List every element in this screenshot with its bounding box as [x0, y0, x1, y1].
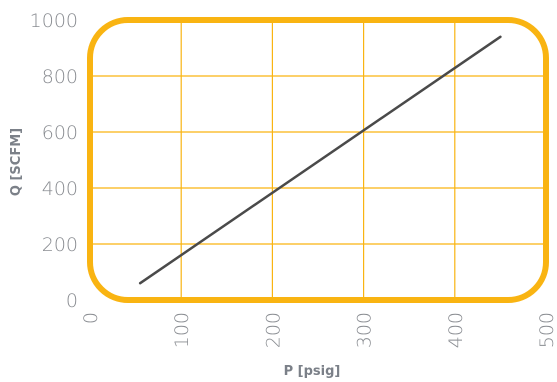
y-tick-label: 400: [42, 178, 78, 200]
x-tick-label: 500: [536, 312, 557, 348]
x-tick-label: 0: [80, 312, 102, 324]
x-axis-label: P [psig]: [284, 364, 341, 379]
x-tick-label: 100: [171, 312, 193, 348]
y-tick-label: 600: [42, 122, 78, 144]
y-tick-label: 1000: [30, 10, 78, 32]
grid-lines: [90, 20, 546, 300]
x-tick-label: 400: [445, 312, 467, 348]
y-tick-label: 800: [42, 66, 78, 88]
y-tick-label: 200: [42, 234, 78, 256]
x-tick-label: 300: [354, 312, 376, 348]
y-tick-labels: 0 200 400 600 800 1000: [30, 10, 78, 312]
series-line-0: [138, 35, 502, 285]
x-tick-labels: 0 100 200 300 400 500: [80, 312, 557, 348]
plot-frame: [87, 17, 549, 303]
x-tick-label: 200: [262, 312, 284, 348]
y-axis-label: Q [SCFM]: [9, 128, 24, 196]
y-tick-label: 0: [66, 290, 78, 312]
series-group: [138, 35, 502, 285]
